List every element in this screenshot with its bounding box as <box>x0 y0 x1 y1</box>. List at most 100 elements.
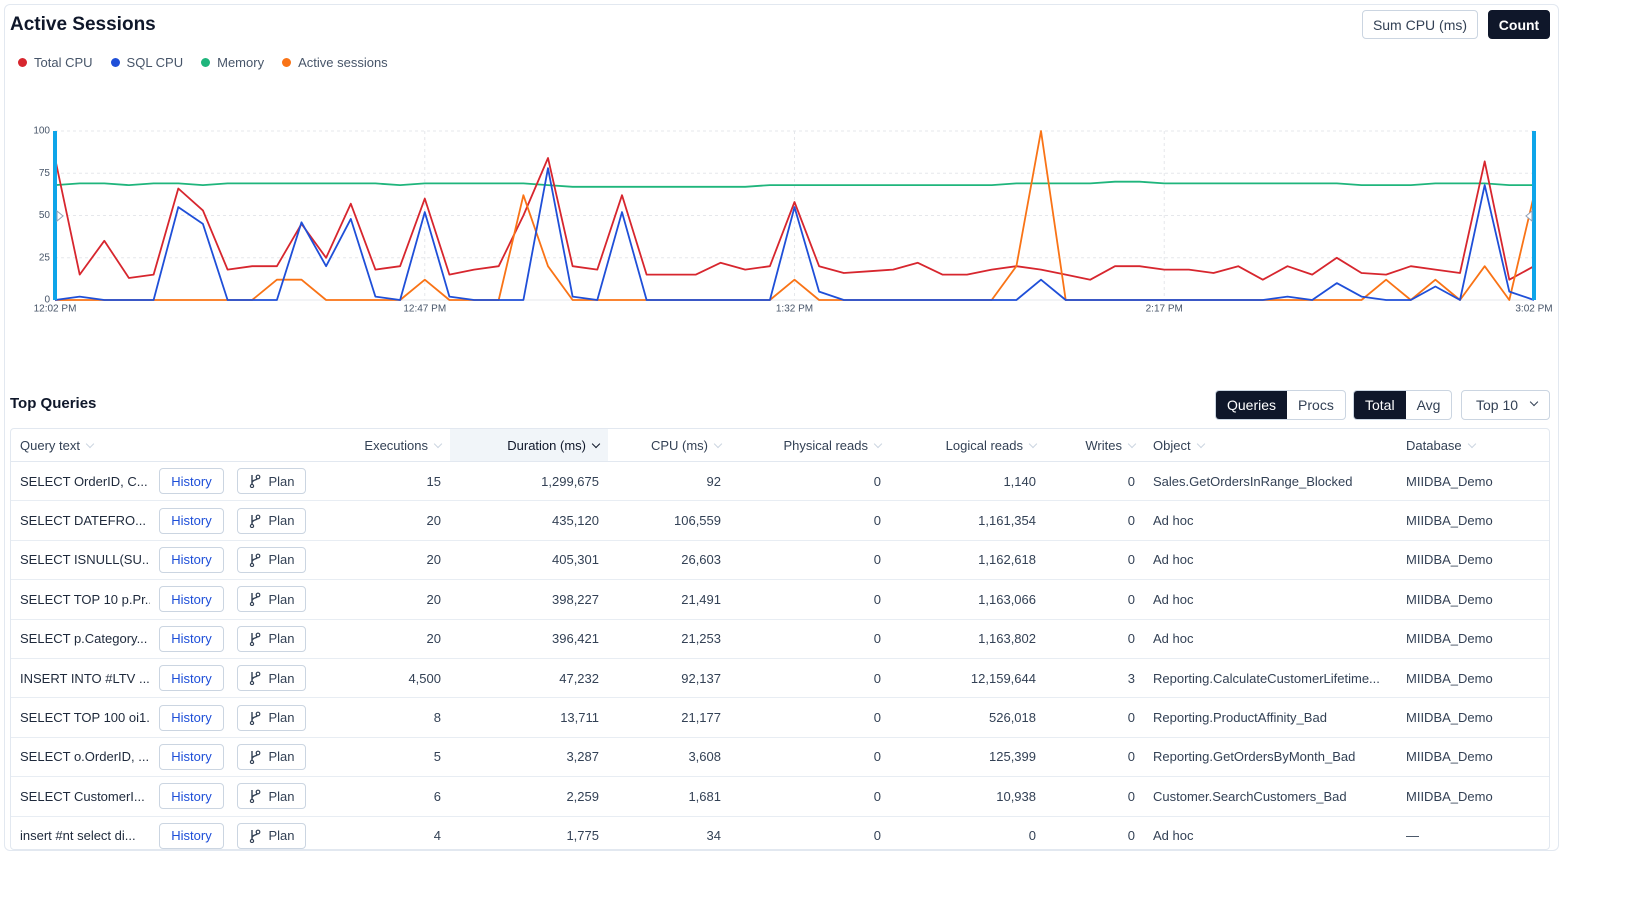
query-text[interactable]: insert #nt select di... <box>20 828 136 844</box>
plan-button[interactable]: Plan <box>237 783 306 810</box>
legend-item[interactable]: Total CPU <box>18 55 93 70</box>
range-handle[interactable] <box>53 131 57 300</box>
legend-item[interactable]: SQL CPU <box>110 55 183 70</box>
column-header[interactable]: Logical reads <box>890 429 1045 462</box>
query-text[interactable]: SELECT TOP 10 p.Pr... <box>11 579 150 620</box>
column-header[interactable]: Database <box>1397 429 1549 462</box>
history-button[interactable]: History <box>159 507 224 534</box>
plan-button[interactable]: Plan <box>237 665 306 692</box>
card <box>4 4 1559 851</box>
table-row: INSERT INTO #LTV ... History Plan 4,500 47,2… <box>11 658 1549 699</box>
table-row: SELECT ISNULL(SU... History Plan 20 405,301 2… <box>11 540 1549 581</box>
plan-button[interactable]: Plan <box>237 704 306 731</box>
query-text[interactable]: SELECT p.Category... <box>11 619 150 659</box>
legend-swatch <box>110 58 120 67</box>
query-text[interactable]: SELECT TOP 100 oi1... <box>11 697 150 738</box>
row-actions: History Plan <box>150 579 310 620</box>
history-button[interactable]: History <box>159 704 224 731</box>
history-button[interactable]: History <box>159 625 224 652</box>
row-actions: History Plan <box>150 500 310 541</box>
table-cell: 125,399 <box>890 737 1045 778</box>
plan-button[interactable]: Plan <box>237 586 306 613</box>
plan-button[interactable]: Plan <box>237 822 306 849</box>
history-button[interactable]: History <box>159 468 224 495</box>
query-text[interactable]: INSERT INTO #LTV ... <box>11 658 150 699</box>
query-text[interactable]: SELECT DATEFRO... <box>11 500 150 541</box>
row-actions: History Plan <box>150 540 310 581</box>
table-cell: 3 <box>1045 658 1144 699</box>
range-handle-grip[interactable] <box>1525 209 1533 223</box>
table-cell: 21,177 <box>608 697 730 738</box>
table-cell: 5 <box>310 737 450 778</box>
series-line <box>54 180 1534 188</box>
table-row: SELECT TOP 100 oi1... History Plan 8 13,711 2… <box>11 697 1549 738</box>
plan-icon-node <box>250 720 255 725</box>
table-cell: 106,559 <box>608 500 730 541</box>
plan-icon-node <box>250 799 255 804</box>
table-cell: Ad hoc <box>1144 579 1397 620</box>
table-cell: 6 <box>310 776 450 817</box>
table-cell: 2,259 <box>450 776 608 817</box>
column-header[interactable]: CPU (ms) <box>608 429 730 462</box>
legend-item[interactable]: Active sessions <box>282 55 388 70</box>
column-header[interactable]: Duration (ms) <box>450 429 608 462</box>
plan-icon <box>250 711 261 725</box>
limit-dropdown[interactable]: Top 10 <box>1461 390 1550 420</box>
query-text[interactable]: SELECT CustomerI... <box>11 776 150 817</box>
toggle-option[interactable]: Procs <box>1298 397 1334 413</box>
history-button[interactable]: History <box>159 546 224 573</box>
history-button[interactable]: History <box>159 783 224 810</box>
table-cell: 8 <box>310 697 450 738</box>
plan-button[interactable]: Plan <box>237 546 306 573</box>
table-cell: 0 <box>1127 828 1135 844</box>
range-handle-grip[interactable] <box>56 209 64 223</box>
plan-button[interactable]: Plan <box>237 507 306 534</box>
row-actions: History Plan <box>150 619 310 659</box>
header-button[interactable]: Sum CPU (ms) <box>1362 10 1478 39</box>
toggle-option[interactable]: Queries <box>1216 391 1288 419</box>
plan-button[interactable]: Plan <box>237 743 306 770</box>
column-header[interactable]: Physical reads <box>730 429 890 462</box>
history-button[interactable]: History <box>159 586 224 613</box>
table-cell: 10,938 <box>890 776 1045 817</box>
y-tick-label: 25 <box>39 252 51 263</box>
table-cell: 396,421 <box>450 619 608 659</box>
history-button[interactable]: History <box>159 743 224 770</box>
header-button[interactable]: Count <box>1488 10 1550 39</box>
table-cell: 1,162,618 <box>890 540 1045 581</box>
table-cell: MIIDBA_Demo <box>1397 579 1549 620</box>
plan-icon-node <box>250 602 255 607</box>
query-text[interactable]: SELECT o.OrderID, ... <box>11 737 150 778</box>
table-cell: MIIDBA_Demo <box>1397 619 1549 659</box>
toggle-option[interactable]: Avg <box>1416 397 1441 413</box>
column-header[interactable]: Executions <box>310 429 450 462</box>
column-header[interactable]: Writes <box>1045 429 1144 462</box>
plan-icon-node <box>256 671 261 677</box>
table-cell: 0 <box>1028 828 1036 844</box>
legend-item[interactable]: Memory <box>201 55 264 70</box>
range-handle[interactable] <box>1532 131 1536 300</box>
query-text[interactable]: SELECT ISNULL(SU... <box>11 540 150 581</box>
legend-swatch <box>282 58 292 67</box>
header-row: Query text Executions Duration (ms) CPU (ms… <box>11 429 1549 462</box>
toggle-option[interactable]: Total <box>1354 391 1406 419</box>
plan-button[interactable]: Plan <box>237 468 306 495</box>
history-button[interactable]: History <box>159 822 224 849</box>
column-header[interactable]: Query text <box>11 429 310 462</box>
table-cell: 92,137 <box>608 658 730 699</box>
table-cell: Customer.SearchCustomers_Bad <box>1144 776 1397 817</box>
plan-label: Plan <box>268 513 295 529</box>
query-text[interactable]: SELECT OrderID, C... <box>11 461 150 502</box>
limit-label: Top 10 <box>1476 397 1519 413</box>
plan-icon-node <box>250 483 255 489</box>
section-title: Top Queries <box>10 395 97 412</box>
history-button[interactable]: History <box>159 665 224 692</box>
sort-icon <box>591 439 601 448</box>
column-header[interactable]: Object <box>1144 429 1397 462</box>
table-cell: Ad hoc <box>1153 828 1194 844</box>
dropdown-icon <box>1529 397 1539 407</box>
table-cell: 20 <box>310 619 450 659</box>
table-frame <box>10 428 1550 850</box>
page-title: Active Sessions <box>10 14 156 35</box>
plan-button[interactable]: Plan <box>237 625 306 652</box>
